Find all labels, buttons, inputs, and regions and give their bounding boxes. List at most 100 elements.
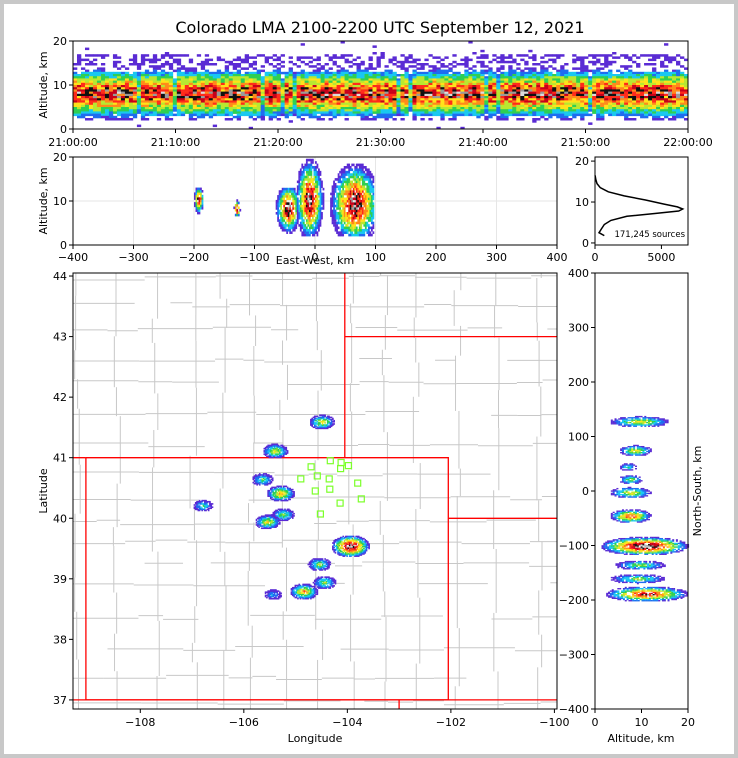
time-height-cell — [532, 93, 537, 97]
time-height-cell — [412, 74, 417, 77]
time-height-cell — [160, 54, 166, 57]
time-height-cell — [508, 93, 513, 97]
time-height-cell — [596, 85, 601, 88]
time-height-cell — [480, 78, 485, 81]
time-height-cell — [208, 78, 214, 81]
time-height-cell — [236, 58, 242, 62]
east-west-cell — [293, 199, 296, 203]
time-height-cell — [428, 78, 433, 81]
time-height-cell — [196, 85, 202, 88]
time-height-cell — [528, 111, 533, 114]
time-height-cell — [496, 96, 501, 99]
east-west-cell — [280, 219, 283, 222]
east-west-cell — [343, 166, 346, 169]
east-west-cell — [342, 224, 345, 227]
time-height-cell — [608, 89, 613, 92]
east-west-cell — [310, 202, 313, 205]
time-height-cell — [232, 67, 238, 70]
time-height-cell — [528, 93, 533, 97]
time-height-cell — [472, 74, 477, 77]
time-height-cell — [168, 80, 174, 84]
time-height-cell — [492, 58, 497, 62]
time-height-cell — [228, 118, 234, 121]
east-west-cell — [304, 192, 307, 196]
east-west-cell — [283, 190, 286, 193]
time-height-cell — [444, 89, 449, 92]
time-height-cell — [200, 104, 206, 108]
east-west-cell — [363, 228, 366, 232]
time-height-cell — [324, 80, 329, 84]
time-height-cell — [384, 107, 389, 110]
time-height-cell — [252, 87, 257, 90]
time-height-cell — [468, 87, 473, 90]
time-height-cell — [80, 115, 86, 119]
east-west-cell — [307, 168, 310, 172]
east-west-cell — [305, 197, 308, 201]
time-height-cell — [76, 100, 82, 103]
time-height-cell — [100, 91, 106, 95]
time-height-cell — [116, 113, 122, 117]
time-height-cell — [452, 89, 457, 92]
time-height-cell — [172, 69, 178, 73]
time-height-cell — [272, 100, 277, 103]
time-height-cell — [156, 87, 162, 90]
time-height-cell — [612, 82, 617, 86]
east-west-cell — [345, 224, 348, 227]
time-height-cell — [600, 87, 605, 90]
time-height-cell — [120, 91, 126, 95]
time-height-cell — [80, 71, 86, 75]
time-height-cell — [164, 82, 170, 86]
time-height-cell — [176, 89, 182, 92]
time-height-cell — [336, 111, 341, 114]
time-height-cell — [348, 80, 353, 84]
east-west-cell — [283, 187, 286, 191]
time-height-cell — [564, 71, 569, 75]
time-height-cell — [140, 96, 146, 99]
time-height-cell — [392, 76, 397, 79]
time-height-cell — [96, 111, 102, 114]
time-height-cell — [500, 109, 505, 112]
time-height-cell — [636, 93, 641, 97]
time-height-cell — [276, 56, 281, 59]
east-west-cell — [316, 195, 319, 198]
time-height-cell — [392, 82, 397, 86]
east-west-cell — [298, 216, 301, 220]
time-height-cell — [592, 102, 597, 106]
time-height-cell — [168, 87, 174, 90]
time-height-cell — [308, 104, 313, 108]
east-west-cell — [301, 178, 304, 181]
time-height-cell — [552, 107, 557, 110]
time-height-cell — [472, 109, 477, 112]
east-west-cell — [330, 214, 332, 218]
time-height-cell — [668, 107, 673, 110]
east-west-cell — [281, 195, 284, 198]
time-height-cell — [500, 113, 505, 117]
east-west-cell — [280, 199, 283, 203]
time-height-cell — [112, 60, 118, 64]
east-west-cell — [363, 187, 366, 191]
time-height-cell — [608, 87, 613, 90]
east-west-cell — [277, 195, 279, 198]
time-height-cell — [412, 78, 417, 81]
time-height-cell — [268, 96, 273, 99]
time-height-cell — [380, 102, 385, 106]
time-height-cell — [348, 111, 353, 114]
time-height-cell — [256, 54, 261, 57]
east-west-cell — [310, 187, 313, 191]
time-height-cell — [528, 67, 533, 70]
east-west-cell — [334, 197, 337, 201]
time-height-cell — [252, 76, 257, 79]
east-west-cell — [364, 221, 367, 225]
east-west-cell — [289, 197, 292, 201]
time-height-cell — [600, 98, 605, 101]
time-height-cell — [104, 107, 110, 110]
time-height-cell — [424, 98, 429, 101]
time-height-cell — [332, 80, 337, 84]
time-height-cell — [292, 76, 297, 79]
time-height-cell — [200, 111, 206, 114]
time-height-cell — [540, 87, 545, 90]
time-height-cell — [472, 107, 477, 110]
time-height-cell — [280, 80, 285, 84]
time-height-cell — [592, 54, 597, 57]
time-height-cell — [348, 102, 353, 106]
